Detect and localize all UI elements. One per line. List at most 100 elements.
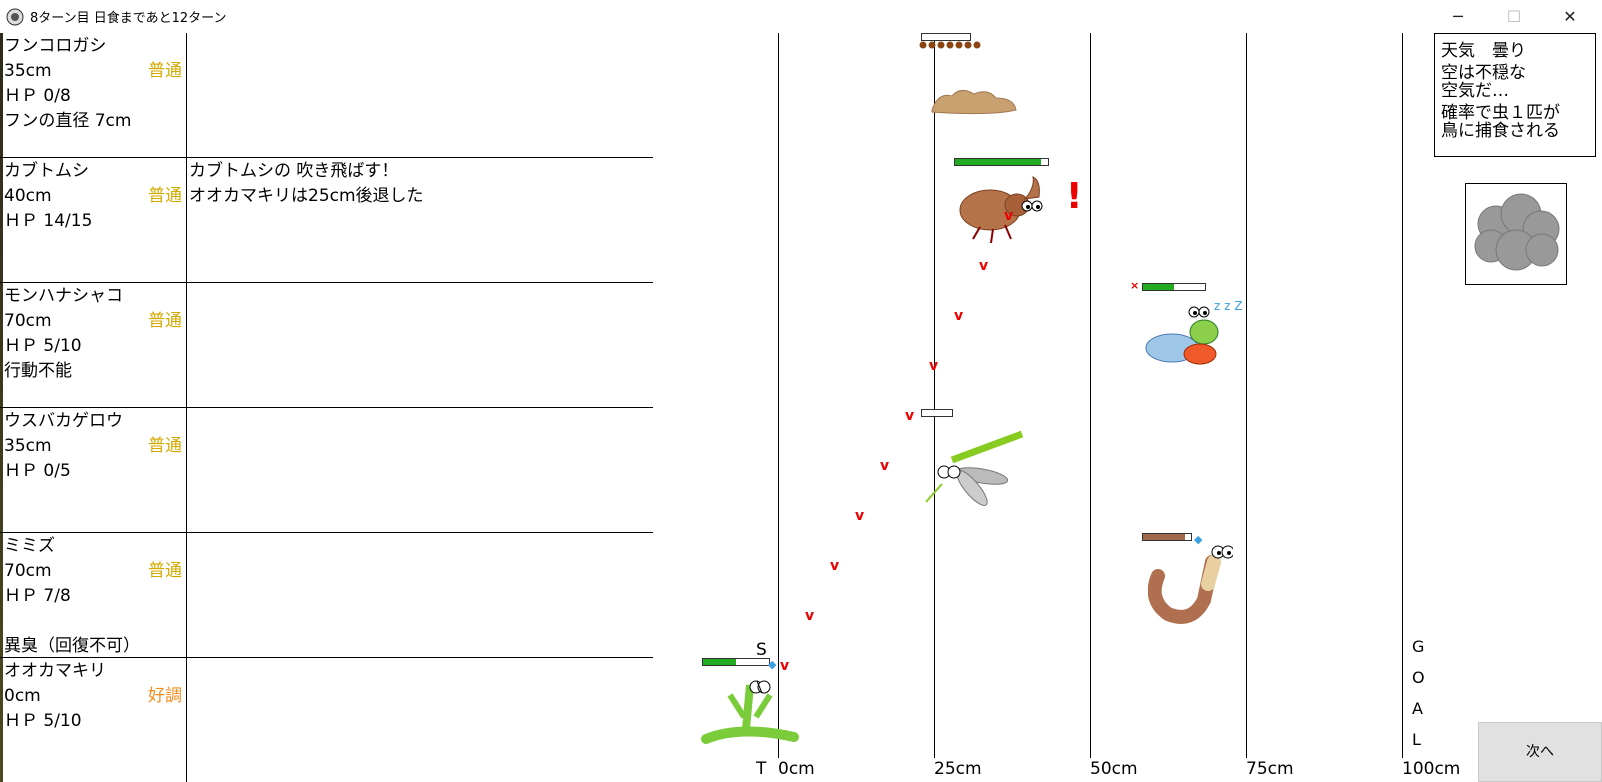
trajectory-arrow-icon: v <box>979 258 989 274</box>
app-icon <box>6 8 24 26</box>
hp-bar-usubakagerou <box>921 409 953 417</box>
trajectory-arrow-icon: v <box>880 458 890 474</box>
trajectory-arrow-icon: v <box>929 358 939 374</box>
row-divider <box>0 282 653 283</box>
insect-name: ミミズ <box>4 536 55 556</box>
axis-label-50: 50cm <box>1090 759 1138 779</box>
maximize-icon: ☐ <box>1506 7 1522 26</box>
trajectory-arrow-icon: v <box>954 308 964 324</box>
insect-status: 普通 <box>148 436 182 456</box>
cloud-icon <box>1465 183 1567 285</box>
trajectory-arrow-icon: v <box>855 508 865 524</box>
close-icon: ✕ <box>1563 7 1577 26</box>
trajectory-arrow-icon: v <box>780 658 790 674</box>
row-divider <box>0 657 653 658</box>
insect-row-monhanashako: モンハナシャコ 70cm 普通 ＨＰ 5/10 行動不能 <box>4 284 184 384</box>
lane-100cm <box>1402 33 1403 758</box>
kabutomushi-sprite-icon <box>959 176 1043 244</box>
trajectory-arrow-icon: v <box>1004 208 1014 224</box>
row-divider <box>0 532 653 533</box>
lane-0cm <box>778 33 779 758</box>
insect-distance: 0cm <box>4 686 41 706</box>
dung-dots-icon <box>919 41 981 49</box>
weather-panel: 天気 曇り 空は不穏な 空気だ… 確率で虫１匹が 鳥に捕食される <box>1434 33 1596 157</box>
insect-name: オオカマキリ <box>4 661 106 681</box>
insect-hp: ＨＰ 0/5 <box>4 461 71 481</box>
hp-bar-monhanashako <box>1142 283 1206 291</box>
row-divider <box>0 407 653 408</box>
insect-status: 普通 <box>148 61 182 81</box>
goal-letter: A <box>1412 699 1423 718</box>
trajectory-arrow-icon: v <box>905 408 915 424</box>
cross-mark-icon: × <box>1130 279 1140 292</box>
insect-extra: 異臭（回復不可） <box>4 636 140 656</box>
diamond-icon: ◆ <box>1194 533 1203 546</box>
start-label-t: T <box>756 759 767 779</box>
insect-name: フンコロガシ <box>4 36 107 56</box>
insect-extra: フンの直径 7cm <box>4 111 132 131</box>
minimize-button[interactable]: ─ <box>1430 0 1486 33</box>
maximize-button[interactable]: ☐ <box>1486 0 1542 33</box>
insect-row-usubakagerou: ウスバカゲロウ 35cm 普通 ＨＰ 0/5 <box>4 409 184 484</box>
insect-distance: 35cm <box>4 61 52 81</box>
insect-hp: ＨＰ 0/8 <box>4 86 71 106</box>
insect-extra: 行動不能 <box>4 361 72 381</box>
insect-row-ookamakiri: オオカマキリ 0cm 好調 ＨＰ 5/10 <box>4 659 184 734</box>
battle-message: カブトムシの 吹き飛ばす！ <box>189 161 399 181</box>
insect-status: 普通 <box>148 186 182 206</box>
hp-bar-funkorogashi <box>921 33 971 41</box>
axis-label-0: 0cm <box>778 759 815 779</box>
row-divider <box>0 157 653 158</box>
axis-label-25: 25cm <box>934 759 982 779</box>
weather-title: 天気 曇り <box>1441 41 1526 61</box>
goal-letter: L <box>1412 730 1421 749</box>
dung-ball-icon <box>931 90 1017 115</box>
weather-effect: 鳥に捕食される <box>1441 121 1560 141</box>
hp-bar-ookamakiri <box>702 658 770 666</box>
mimizu-sprite-icon <box>1148 545 1233 624</box>
goal-letter: G <box>1412 637 1425 656</box>
hp-bar-kabutomushi <box>954 158 1049 166</box>
goal-letter: O <box>1412 668 1425 687</box>
lane-75cm <box>1246 33 1247 758</box>
minimize-icon: ─ <box>1453 7 1463 26</box>
svg-text:z z Z: z z Z <box>1214 299 1242 313</box>
start-label-s: S <box>756 640 767 660</box>
close-button[interactable]: ✕ <box>1542 0 1598 33</box>
title-bar: 8ターン目 日食まであと12ターン ─ ☐ ✕ <box>0 0 1602 33</box>
diamond-icon: ◆ <box>768 658 777 671</box>
insect-status: 普通 <box>148 561 182 581</box>
insect-status: 普通 <box>148 311 182 331</box>
alert-exclamation-icon: ! <box>1066 176 1083 217</box>
weather-effect: 確率で虫１匹が <box>1441 103 1560 123</box>
axis-label-75: 75cm <box>1246 759 1294 779</box>
spacer <box>4 609 184 634</box>
next-button[interactable]: 次へ <box>1478 722 1602 782</box>
ookamakiri-sprite-icon <box>701 680 799 744</box>
insect-name: モンハナシャコ <box>4 286 123 306</box>
axis-label-100: 100cm <box>1402 759 1461 779</box>
window-title: 8ターン目 日食まであと12ターン <box>30 11 227 26</box>
insect-distance: 70cm <box>4 311 52 331</box>
monhanashako-sprite-icon: z z Z <box>1145 299 1242 365</box>
lane-50cm <box>1090 33 1091 758</box>
insect-distance: 70cm <box>4 561 52 581</box>
insect-distance: 35cm <box>4 436 52 456</box>
insect-distance: 40cm <box>4 186 52 206</box>
weather-desc: 空は不穏な <box>1441 63 1526 83</box>
insect-hp: ＨＰ 5/10 <box>4 711 82 731</box>
weather-desc: 空気だ… <box>1441 81 1509 101</box>
hp-bar-mimizu <box>1142 533 1192 541</box>
insect-row-funkorogashi: フンコロガシ 35cm 普通 ＨＰ 0/8 フンの直径 7cm <box>4 34 184 134</box>
lane-25cm <box>934 33 935 758</box>
usubakagerou-sprite-icon <box>925 430 1024 506</box>
insect-hp: ＨＰ 14/15 <box>4 211 93 231</box>
battle-message: オオカマキリは25cm後退した <box>189 186 424 206</box>
trajectory-arrow-icon: v <box>830 558 840 574</box>
insect-row-mimizu: ミミズ 70cm 普通 ＨＰ 7/8 異臭（回復不可） <box>4 534 184 659</box>
insect-name: カブトムシ <box>4 161 89 181</box>
insect-status: 好調 <box>148 686 182 706</box>
insect-name: ウスバカゲロウ <box>4 411 123 431</box>
insect-hp: ＨＰ 7/8 <box>4 586 71 606</box>
insect-hp: ＨＰ 5/10 <box>4 336 82 356</box>
